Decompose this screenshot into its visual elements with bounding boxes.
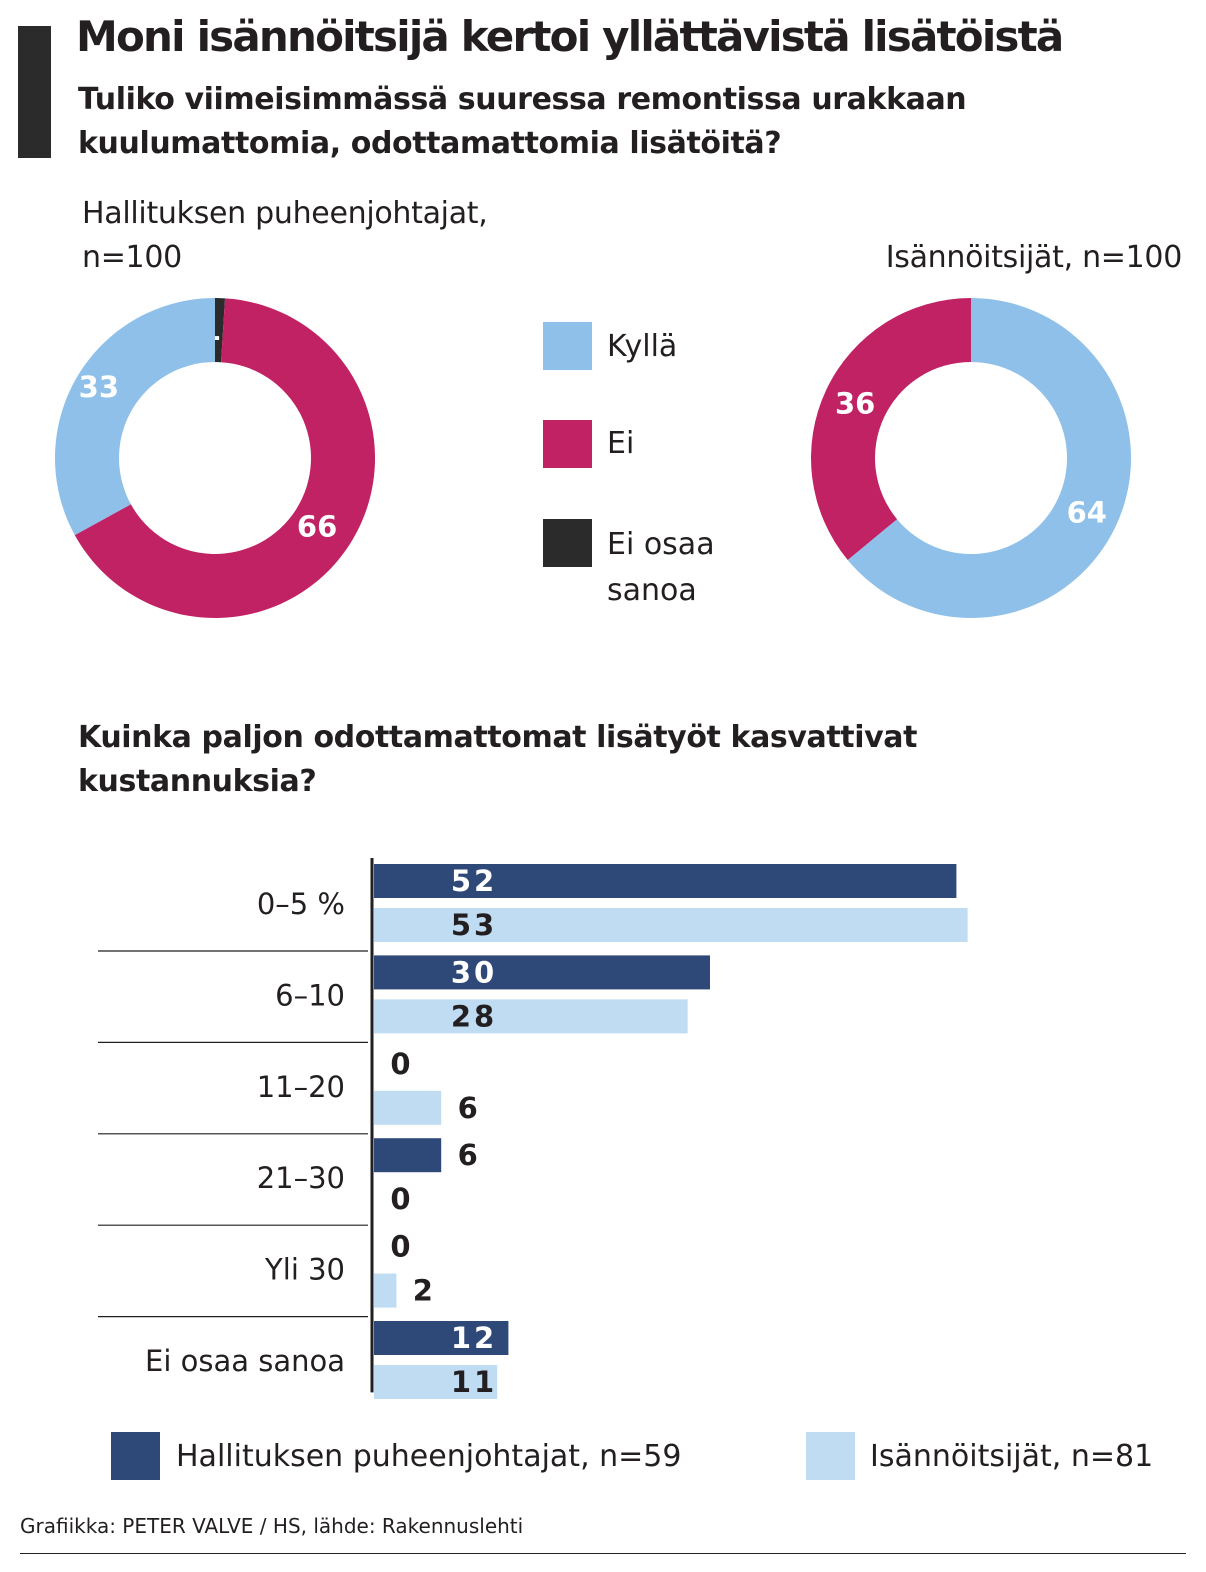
donut-left-label-kylla: 33 [79,370,119,404]
bar-isannoitsijat-yli-30 [374,1273,397,1308]
donut-right-slice-ei [811,298,971,560]
bar-value-puheenjohtajat-0-5: 52 [451,864,497,898]
donut-right-label-ei: 36 [835,387,875,421]
bar-value-isannoitsijat-11-20: 6 [458,1091,481,1125]
bar-value-isannoitsijat-yli-30: 2 [413,1274,436,1308]
bar-value-puheenjohtajat-yli-30: 0 [390,1230,413,1264]
legend-label-puheenjohtajat: Hallituksen puheenjohtajat, n=59 [176,1439,682,1474]
bar-category-label-0-5: 0–5 % [257,887,345,921]
donut-left-label-ei: 66 [297,510,337,544]
legend-label-ei: Ei [607,426,635,461]
bar-isannoitsijat-11-20 [374,1090,442,1125]
legend-label-ei-osaa: Ei osaa sanoa [607,527,715,608]
bar-chart-question: Kuinka paljon odottamattomat lisätyöt ka… [78,720,918,799]
bar-category-label-6-10: 6–10 [275,978,345,1012]
bar-puheenjohtajat-21-30 [374,1138,442,1173]
bar-isannoitsijat-ei-osaa-sanoa [374,1365,498,1399]
bar-isannoitsijat-6-10 [374,999,688,1034]
donut-chart-isannoitsijat: 64 36 [811,298,1131,618]
donut-right-label-kylla: 64 [1067,495,1107,529]
bar-value-puheenjohtajat-11-20: 0 [390,1047,413,1081]
legend-swatch-puheenjohtajat [111,1432,160,1480]
donut-right-title: Isännöitsijät, n=100 [885,240,1183,275]
credit-line: Grafiikka: PETER VALVE / HS, lähde: Rake… [20,1514,524,1538]
donut-right-slice-kylla [847,298,1131,618]
bar-category-label-21-30: 21–30 [257,1161,345,1195]
legend-label-kylla: Kyllä [607,329,678,364]
bar-value-puheenjohtajat-21-30: 6 [458,1138,481,1172]
donut-chart-puheenjohtajat: 16633 [55,298,376,618]
bar-value-puheenjohtajat-6-10: 30 [451,955,497,989]
bar-value-puheenjohtajat-ei-osaa-sanoa: 12 [451,1321,497,1355]
donut-left-title: Hallituksen puheenjohtajat, n=100 [82,196,488,275]
bar-puheenjohtajat-6-10 [374,955,710,990]
bar-value-isannoitsijat-6-10: 28 [451,999,497,1033]
bar-category-label-11-20: 11–20 [257,1070,345,1104]
bar-puheenjohtajat-ei-osaa-sanoa [374,1321,509,1355]
legend-swatch-ei [543,420,592,468]
chart-title: Moni isännöitsijä kertoi yllättävistä li… [76,12,1064,61]
donut-question: Tuliko viimeisimmässä suuressa remontiss… [78,82,967,161]
bar-puheenjohtajat-0-5 [374,864,957,898]
bar-value-isannoitsijat-21-30: 0 [390,1182,413,1216]
donut-left-slice-kylla [55,298,216,536]
donut-left-slice-ei [74,298,376,618]
title-accent-bar [18,26,51,158]
bar-isannoitsijat-0-5 [374,908,968,942]
legend-swatch-isannoitsijat [806,1432,855,1480]
bar-value-isannoitsijat-0-5: 53 [451,908,497,942]
bar-category-label-yli-30: Yli 30 [264,1253,345,1287]
credit-divider [20,1553,1186,1554]
bar-value-isannoitsijat-ei-osaa-sanoa: 11 [451,1365,497,1399]
legend-swatch-kylla [543,322,592,370]
donut-left-slice-ei-osaa-sanoa [215,298,226,363]
bar-category-label-ei-osaa-sanoa: Ei osaa sanoa [145,1344,345,1378]
legend-swatch-ei-osaa [543,519,592,567]
legend-label-isannoitsijat: Isännöitsijät, n=81 [870,1439,1154,1474]
